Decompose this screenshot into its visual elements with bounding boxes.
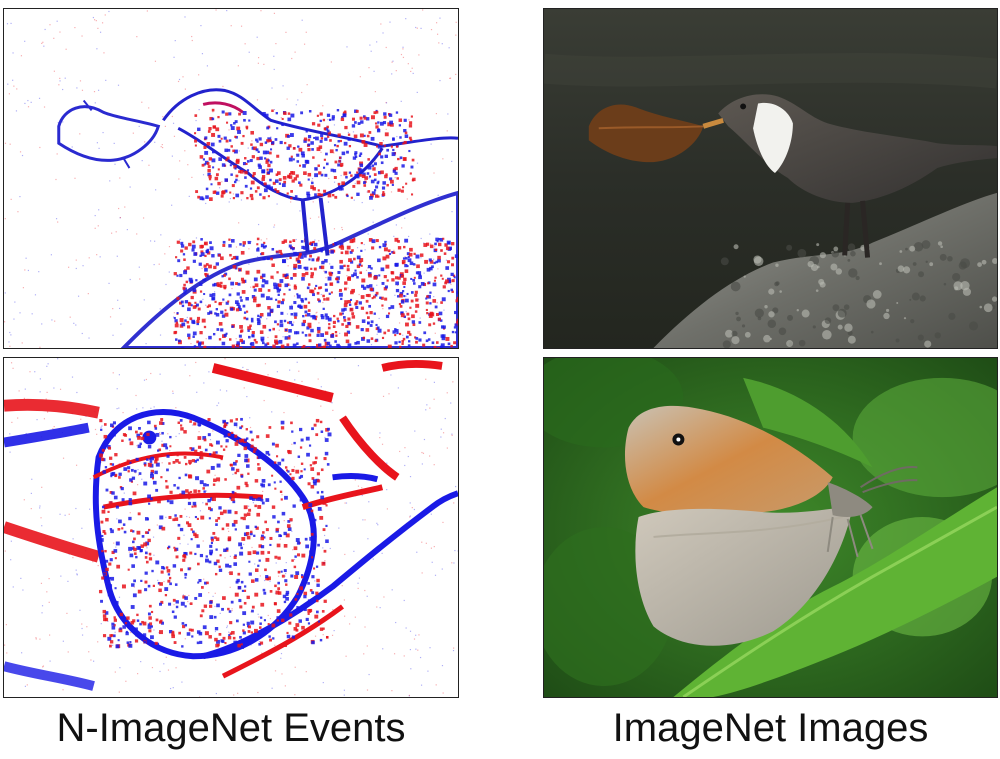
caption-events: N-ImageNet Events	[56, 706, 406, 750]
photo-butterfly	[543, 357, 998, 698]
event-butterfly-svg	[4, 358, 458, 697]
photo-bird-svg	[544, 9, 997, 348]
photo-butterfly-svg	[544, 358, 997, 697]
photo-bird	[543, 8, 998, 349]
event-bird-svg	[4, 9, 458, 348]
event-frame-bird	[3, 8, 459, 349]
event-frame-butterfly	[3, 357, 459, 698]
caption-images: ImageNet Images	[612, 706, 929, 750]
